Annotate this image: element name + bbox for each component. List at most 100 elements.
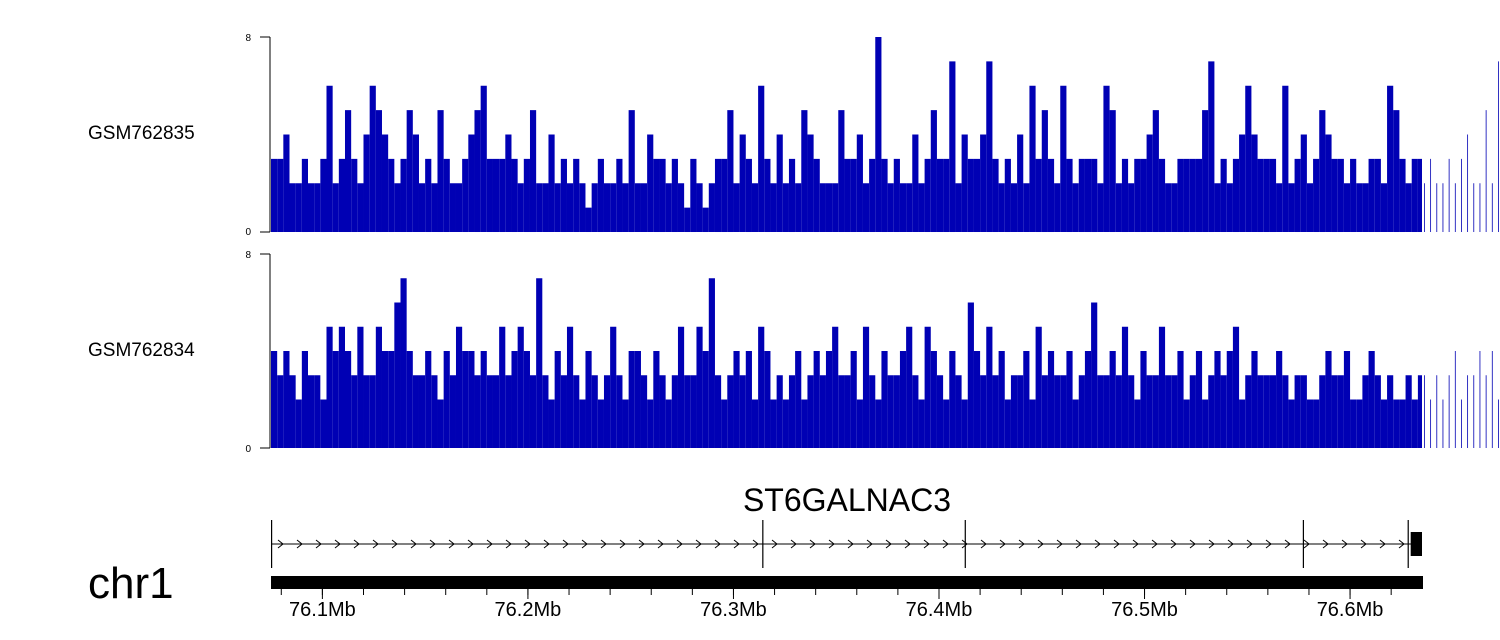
coverage-bar	[1078, 158, 1085, 233]
coverage-bar	[659, 375, 666, 448]
coverage-bar	[1417, 158, 1422, 233]
strand-arrow	[1170, 539, 1177, 549]
coverage-bar	[357, 326, 364, 448]
coverage-bar	[1319, 110, 1326, 233]
coordinate-tick-label: 76.2Mb	[495, 599, 562, 621]
coverage-bar	[406, 110, 413, 233]
coverage-bar	[980, 134, 987, 232]
coverage-bar	[764, 351, 771, 448]
coverage-bar	[603, 375, 611, 448]
coverage-bar	[536, 278, 543, 448]
coverage-bar	[1140, 158, 1147, 233]
coverage-bar	[375, 110, 382, 233]
coverage-bars	[271, 278, 1499, 448]
coverage-bar	[1337, 158, 1344, 233]
coverage-bar	[1436, 183, 1438, 232]
coverage-bar	[505, 375, 512, 448]
coverage-bar	[869, 158, 876, 233]
coverage-bar	[455, 326, 463, 448]
coverage-bar	[338, 326, 345, 448]
strand-arrow	[448, 539, 455, 549]
coverage-bar	[480, 85, 487, 232]
coverage-bar	[1331, 375, 1338, 448]
coverage-bar	[1306, 399, 1314, 448]
coverage-bar	[961, 134, 968, 232]
coverage-bar	[708, 183, 715, 232]
coverage-bar	[628, 110, 635, 233]
gene-exons	[271, 520, 1422, 568]
coverage-bar	[585, 207, 592, 233]
coverage-bar	[412, 134, 419, 232]
coverage-bar	[1380, 183, 1388, 232]
coverage-bar	[795, 351, 802, 448]
strand-arrow	[277, 539, 284, 549]
track-gsm762834: GSM762834 8 0	[88, 250, 1499, 455]
coverage-bar	[1251, 134, 1258, 232]
coverage-bar	[560, 158, 567, 233]
coverage-bar	[1356, 399, 1363, 448]
coverage-bar	[1498, 61, 1499, 233]
coverage-bar	[1387, 375, 1394, 448]
strand-arrow	[1037, 539, 1044, 549]
strand-arrow	[505, 539, 512, 549]
coverage-bar	[887, 183, 894, 232]
coverage-bar	[1115, 375, 1122, 448]
coverage-bar	[838, 375, 845, 448]
coverage-bar	[1288, 183, 1295, 232]
coverage-bar	[573, 158, 580, 233]
coverage-bar	[875, 399, 882, 448]
coverage-bar	[739, 375, 746, 448]
coverage-bar	[381, 351, 389, 448]
strand-arrow	[1208, 539, 1215, 549]
coverage-bar	[622, 399, 629, 448]
coverage-bar	[690, 375, 697, 448]
coverage-bar	[1300, 375, 1307, 448]
coverage-bar	[1195, 351, 1203, 448]
coverage-bar	[776, 134, 783, 232]
coverage-bar	[1325, 134, 1332, 232]
coverage-bar	[1263, 375, 1270, 448]
coverage-bar	[1158, 326, 1166, 448]
strand-arrow	[1379, 539, 1386, 549]
coverage-bar	[1017, 134, 1024, 232]
strand-arrow	[1284, 539, 1291, 549]
coverage-bar	[1171, 375, 1178, 448]
strand-arrow	[562, 539, 569, 549]
coverage-bar	[825, 183, 833, 232]
coverage-bar	[320, 158, 327, 233]
coverage-bar	[400, 158, 407, 233]
coverage-bar	[875, 37, 882, 232]
coverage-bar	[1084, 351, 1092, 448]
coverage-bar	[431, 375, 438, 448]
strand-arrow	[1018, 539, 1025, 549]
coverage-bar	[338, 158, 345, 233]
coverage-bars	[271, 37, 1499, 233]
coverage-bar	[1454, 183, 1456, 232]
coverage-bar	[1374, 158, 1381, 233]
coverage-bar	[1294, 375, 1301, 448]
strand-arrow	[1360, 539, 1367, 549]
coverage-bar	[973, 351, 981, 448]
coverage-bar	[671, 158, 678, 233]
coverage-bar	[819, 183, 826, 232]
coverage-bar	[1343, 351, 1351, 448]
coverage-bar	[856, 399, 863, 448]
coverage-bar	[1411, 158, 1418, 233]
coverage-bar	[1128, 375, 1135, 448]
coverage-bar	[1485, 110, 1487, 233]
coverage-bar	[1306, 183, 1314, 232]
coverage-bar	[745, 351, 752, 448]
coverage-bar	[813, 351, 820, 448]
coverage-bar	[1183, 158, 1190, 233]
coverage-bar	[523, 351, 530, 448]
coverage-bar	[314, 375, 321, 448]
coverage-bar	[1017, 375, 1024, 448]
coverage-bar	[492, 375, 500, 448]
coverage-bar	[739, 134, 746, 232]
coverage-bar	[351, 158, 358, 233]
coverage-bar	[653, 351, 660, 448]
coverage-bar	[918, 183, 925, 232]
strand-arrow	[1322, 539, 1329, 549]
coverage-bar	[1097, 183, 1104, 232]
